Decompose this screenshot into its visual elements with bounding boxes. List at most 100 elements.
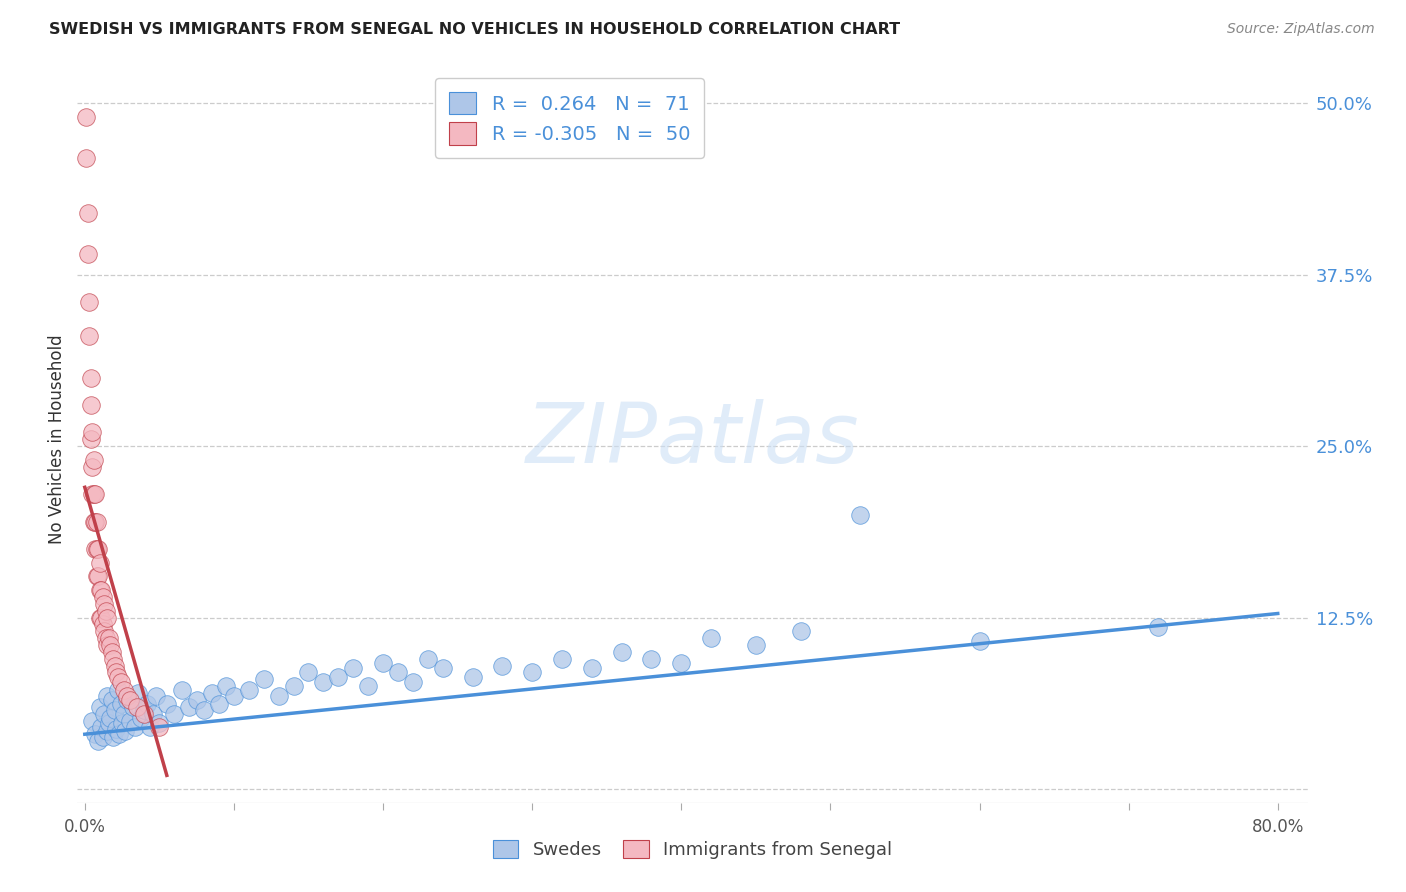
Point [84, 727, 107, 741]
Point [107, 670, 129, 684]
Point [115, 693, 138, 707]
Point [520, 665, 543, 680]
Point [96, 689, 118, 703]
Point [90, 720, 112, 734]
Point [114, 724, 136, 739]
Point [170, 683, 193, 698]
Point [610, 645, 633, 659]
Point [163, 706, 186, 721]
Point [208, 697, 231, 711]
Point [179, 699, 201, 714]
Point [86, 515, 108, 529]
Point [112, 683, 135, 698]
Point [93, 624, 115, 639]
Point [118, 693, 141, 707]
Legend: Swedes, Immigrants from Senegal: Swedes, Immigrants from Senegal [485, 832, 900, 866]
Point [121, 699, 143, 714]
Point [105, 722, 128, 736]
Point [124, 720, 146, 734]
Point [312, 675, 335, 690]
Point [186, 693, 208, 707]
Text: Source: ZipAtlas.com: Source: ZipAtlas.com [1227, 22, 1375, 37]
Point [357, 679, 380, 693]
Point [581, 661, 603, 675]
Point [110, 697, 132, 711]
Point [82, 425, 104, 440]
Point [969, 634, 991, 648]
Text: SWEDISH VS IMMIGRANTS FROM SENEGAL NO VEHICLES IN HOUSEHOLD CORRELATION CHART: SWEDISH VS IMMIGRANTS FROM SENEGAL NO VE… [49, 22, 900, 37]
Point [94, 631, 117, 645]
Point [134, 706, 156, 721]
Point [89, 556, 111, 570]
Point [77, 295, 100, 310]
Point [111, 716, 134, 731]
Point [105, 665, 128, 680]
Point [82, 487, 104, 501]
Point [83, 453, 105, 467]
Point [97, 631, 120, 645]
Point [112, 706, 135, 721]
Point [136, 697, 159, 711]
Point [432, 661, 454, 675]
Point [90, 583, 112, 598]
Point [75, 110, 97, 124]
Point [700, 631, 723, 645]
Point [215, 679, 238, 693]
Point [491, 658, 513, 673]
Point [222, 689, 245, 703]
Point [104, 702, 127, 716]
Point [87, 569, 110, 583]
Point [416, 652, 439, 666]
Point [107, 683, 129, 698]
Point [125, 699, 148, 714]
Point [142, 706, 165, 721]
Point [82, 459, 104, 474]
Point [148, 716, 170, 731]
Point [89, 583, 111, 598]
Point [108, 727, 131, 741]
Point [461, 670, 484, 684]
Point [89, 610, 111, 624]
Y-axis label: No Vehicles in Household: No Vehicles in Household [48, 334, 66, 544]
Point [80, 398, 103, 412]
Point [238, 683, 260, 698]
Point [104, 658, 127, 673]
Point [84, 515, 107, 529]
Point [328, 670, 350, 684]
Point [789, 624, 811, 639]
Point [90, 610, 112, 624]
Point [640, 652, 662, 666]
Point [371, 656, 394, 670]
Point [156, 697, 179, 711]
Point [145, 689, 167, 703]
Point [87, 542, 110, 557]
Point [131, 711, 153, 725]
Point [83, 487, 105, 501]
Point [849, 508, 872, 522]
Point [96, 724, 118, 739]
Point [100, 645, 122, 659]
Point [80, 433, 103, 447]
Point [1147, 620, 1170, 634]
Point [84, 542, 107, 557]
Point [551, 652, 574, 666]
Point [84, 487, 107, 501]
Point [200, 686, 222, 700]
Point [745, 638, 768, 652]
Point [96, 610, 118, 624]
Point [93, 597, 115, 611]
Point [342, 661, 364, 675]
Point [83, 515, 105, 529]
Point [100, 693, 122, 707]
Point [80, 370, 103, 384]
Point [91, 617, 114, 632]
Point [89, 699, 111, 714]
Point [110, 675, 132, 690]
Point [91, 590, 114, 604]
Point [97, 716, 120, 731]
Point [75, 151, 97, 165]
Point [115, 689, 138, 703]
Point [96, 638, 118, 652]
Point [98, 638, 121, 652]
Point [139, 720, 162, 734]
